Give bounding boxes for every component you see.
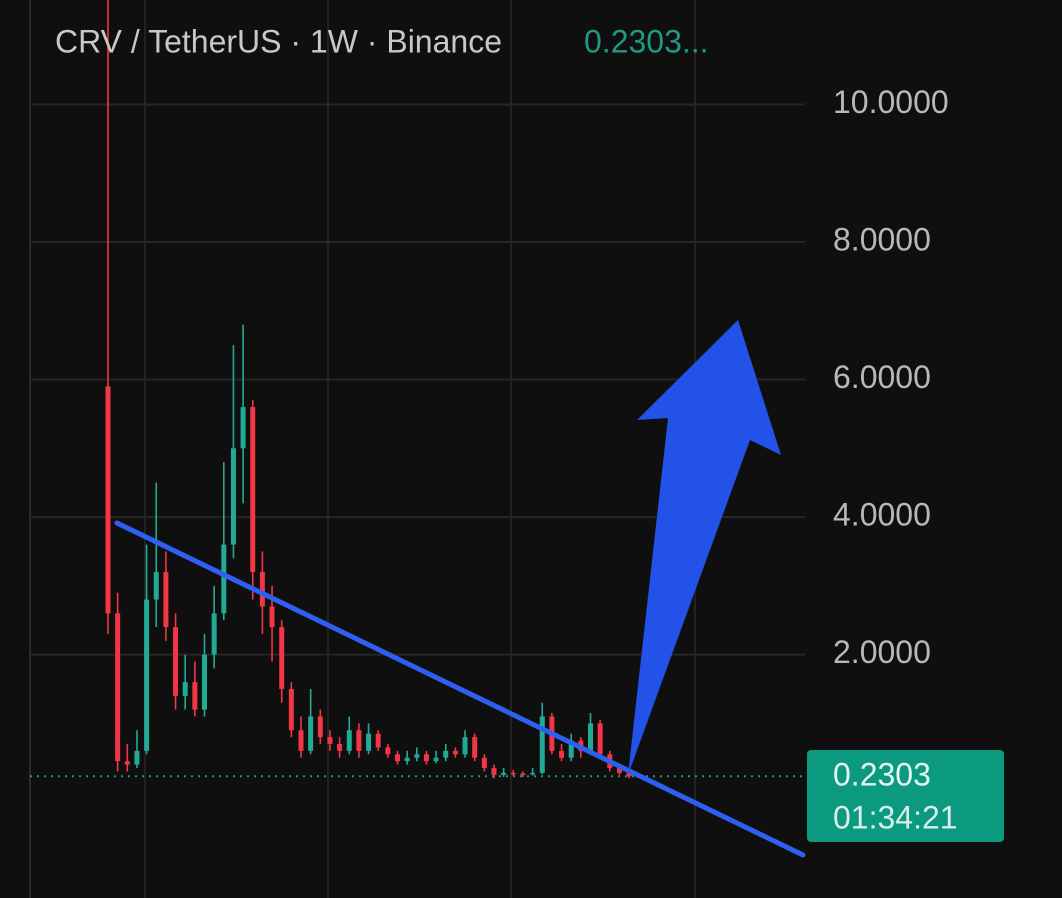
candle-body (452, 750, 458, 755)
candle-body (288, 688, 294, 731)
candle-body (211, 613, 217, 655)
candle-body (404, 757, 410, 762)
y-tick-label: 10.0000 (833, 84, 949, 120)
candle-body (433, 757, 439, 762)
countdown: 01:34:21 (833, 799, 958, 835)
candle-body (520, 773, 526, 776)
candle-body (530, 772, 536, 775)
candle-body (221, 544, 227, 614)
candle-body (153, 572, 159, 600)
y-tick-label: 4.0000 (833, 497, 931, 533)
chart-title: CRV / TetherUS · 1W · Binance (55, 23, 502, 59)
candle-body (250, 407, 256, 573)
candle-body (259, 572, 265, 607)
candle-body (414, 754, 420, 758)
candle-body (385, 747, 391, 755)
candle-body (269, 606, 275, 628)
y-tick-label: 8.0000 (833, 221, 931, 257)
last-price-label: 0.2303 (833, 756, 931, 792)
arrow-drawing (628, 320, 781, 775)
candle-body (539, 716, 545, 773)
candle-body (568, 740, 574, 758)
candle-body (616, 768, 622, 773)
y-tick-label: 6.0000 (833, 359, 931, 395)
candle-body (375, 733, 381, 748)
candle-body (346, 730, 352, 751)
candle-body (202, 654, 207, 710)
candle-body (491, 768, 497, 775)
candle-body (192, 682, 198, 710)
candle-body (115, 613, 121, 762)
candle-body (240, 407, 246, 449)
candle-body (356, 730, 362, 751)
candle-body (230, 448, 236, 545)
candle-body (366, 733, 372, 751)
candle-body (134, 750, 140, 765)
candle-body (298, 730, 304, 751)
candle-body (462, 737, 468, 755)
candle-body (481, 757, 487, 769)
candle-body (182, 682, 188, 696)
candle-body (395, 754, 400, 762)
candle-body (559, 750, 565, 758)
header-price: 0.2303... (584, 23, 709, 59)
candle-body (327, 737, 333, 744)
candle-body (317, 716, 323, 738)
candle-body (510, 772, 516, 775)
candle-body (308, 716, 314, 751)
trend-line (114, 520, 806, 858)
candle-body (173, 627, 179, 696)
candle-body (501, 772, 507, 775)
candle-body (626, 772, 632, 777)
candle-body (472, 737, 478, 758)
candle-body (588, 723, 593, 751)
y-tick-label: 2.0000 (833, 634, 931, 670)
candle-body (144, 599, 150, 751)
candle-body (597, 723, 603, 755)
candle-body (423, 754, 429, 762)
candle-body (443, 750, 449, 758)
candle-body (337, 743, 343, 751)
candle-body (279, 627, 285, 689)
candle-body (124, 761, 130, 765)
candle-body (105, 386, 111, 614)
price-box (807, 750, 1004, 842)
candle-body (163, 572, 169, 628)
